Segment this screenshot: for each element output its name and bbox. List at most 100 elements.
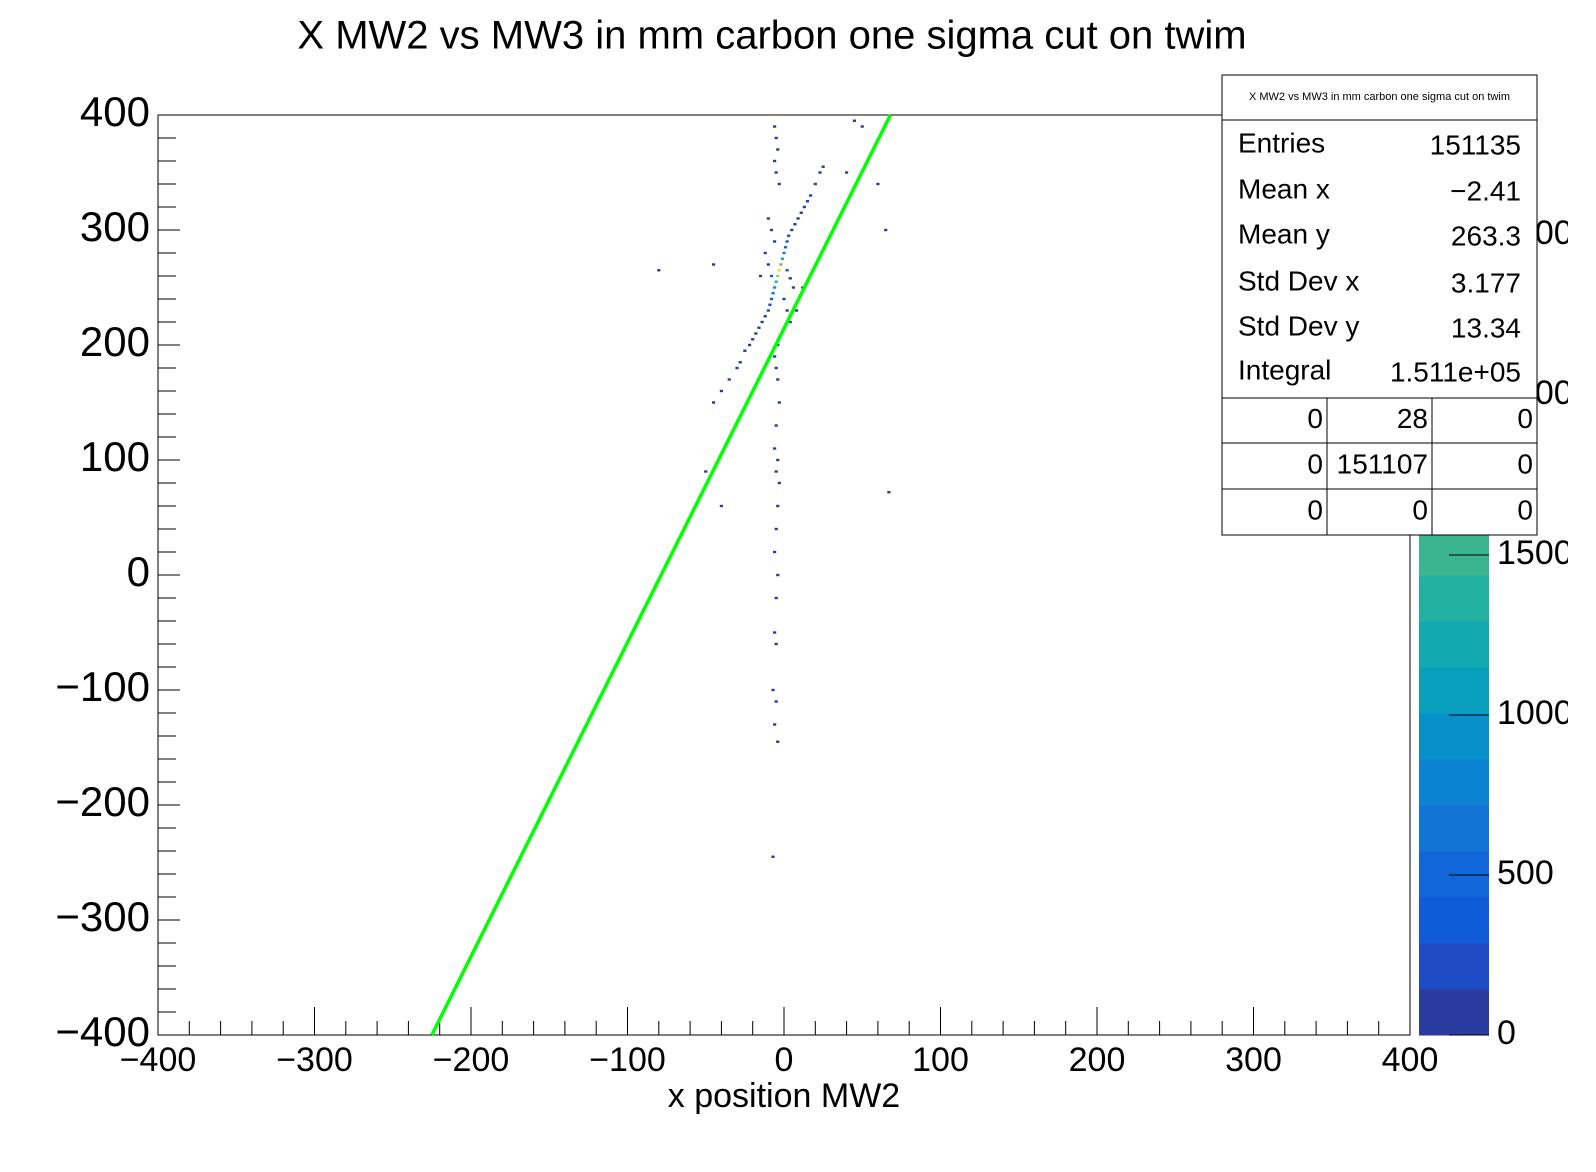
bin-cell xyxy=(779,263,783,266)
bin-cell xyxy=(747,343,752,347)
bin-cell xyxy=(785,240,789,243)
x-axis-label: x position MW2 xyxy=(668,1077,900,1115)
bin-cell xyxy=(773,723,777,726)
stats-grid-cell: 0 xyxy=(1517,448,1533,479)
bin-cell xyxy=(719,389,723,393)
bin-cell xyxy=(777,269,781,272)
chart-title: X MW2 vs MW3 in mm carbon one sigma cut … xyxy=(297,14,1246,58)
bin-cell xyxy=(771,855,775,858)
bin-cell xyxy=(793,223,797,226)
bin-cell xyxy=(776,573,780,577)
bin-cell xyxy=(783,246,788,249)
palette-band xyxy=(1419,759,1489,806)
bin-cell xyxy=(763,251,767,255)
x-tick-label: 100 xyxy=(912,1041,969,1079)
bin-cell xyxy=(711,401,716,404)
bin-cell xyxy=(766,217,770,220)
x-tick-label: −400 xyxy=(120,1041,197,1079)
bin-cell xyxy=(769,297,774,301)
bin-cell xyxy=(773,631,777,634)
bin-cell xyxy=(776,378,780,381)
bin-cell xyxy=(773,159,777,163)
stats-name: Integral xyxy=(1238,354,1331,385)
x-tick-label: 200 xyxy=(1069,1041,1126,1079)
y-tick-label: −100 xyxy=(55,663,150,710)
bin-cell xyxy=(860,125,864,128)
bin-cell xyxy=(719,504,723,508)
bin-cell xyxy=(774,424,778,427)
bin-cell xyxy=(790,228,794,232)
stats-name: Std Dev x xyxy=(1238,265,1359,296)
stats-grid-cell: 0 xyxy=(1307,403,1323,434)
palette-band xyxy=(1419,897,1489,944)
bin-cell xyxy=(711,263,716,266)
stats-value: 3.177 xyxy=(1451,267,1521,298)
bin-cell xyxy=(777,401,781,404)
stats-grid-cell: 151107 xyxy=(1337,448,1428,479)
bin-cell xyxy=(884,228,888,232)
bin-cell xyxy=(774,527,778,531)
bin-cell xyxy=(787,234,791,237)
bin-cell xyxy=(773,550,777,554)
bin-cell xyxy=(743,349,747,352)
palette-band xyxy=(1419,713,1489,760)
bin-cell xyxy=(773,125,777,128)
y-tick-label: 100 xyxy=(80,433,150,480)
stats-value: 1.511e+05 xyxy=(1390,356,1521,387)
stats-box xyxy=(1221,74,1538,536)
palette-band xyxy=(1419,575,1489,622)
bin-cell xyxy=(776,274,780,278)
bin-cell xyxy=(791,286,795,289)
bin-cell xyxy=(782,297,786,301)
bin-cell xyxy=(774,596,778,600)
bin-cell xyxy=(777,182,781,186)
stats-grid-cell: 0 xyxy=(1412,494,1428,525)
y-tick-label: 300 xyxy=(80,203,150,250)
palette-band xyxy=(1419,621,1489,668)
stats-grid-cell: 0 xyxy=(1517,403,1533,434)
bin-cell xyxy=(821,165,825,168)
bin-cell xyxy=(766,263,770,266)
bin-cell xyxy=(751,338,755,341)
bin-cell xyxy=(774,700,778,703)
x-tick-label: 400 xyxy=(1382,1041,1439,1079)
bin-cell xyxy=(774,280,778,283)
x-tick-label: 0 xyxy=(775,1041,794,1079)
bin-cell xyxy=(766,309,770,312)
bin-cell xyxy=(773,447,777,450)
bin-cell xyxy=(805,200,810,203)
bin-cell xyxy=(845,171,849,174)
bin-cell xyxy=(876,182,880,186)
y-tick-label: 400 xyxy=(80,88,150,135)
bin-cell xyxy=(776,458,780,462)
y-tick-label: 0 xyxy=(127,548,150,595)
stats-value: 13.34 xyxy=(1451,312,1521,343)
palette-band xyxy=(1419,805,1489,852)
bin-cell xyxy=(704,470,708,473)
bin-cell xyxy=(768,303,772,306)
bin-cell xyxy=(657,269,661,272)
bin-cell xyxy=(813,182,817,186)
bin-cell xyxy=(738,361,742,364)
bin-cell xyxy=(799,211,803,214)
stats-value: −2.41 xyxy=(1450,175,1521,206)
bin-cell xyxy=(776,343,780,347)
bin-cell xyxy=(758,274,763,278)
palette-tick-label: 0 xyxy=(1497,1014,1516,1052)
bin-cell xyxy=(796,217,800,220)
bin-cell xyxy=(818,171,822,174)
bin-cell xyxy=(769,274,774,278)
bin-cell xyxy=(773,355,777,358)
stats-name: Mean x xyxy=(1238,173,1330,204)
palette-tick-label: 1500 xyxy=(1497,534,1573,572)
bin-cell xyxy=(809,194,813,197)
bin-cell xyxy=(774,366,778,370)
y-tick-label: −200 xyxy=(55,778,150,825)
x-tick-label: −300 xyxy=(276,1041,353,1079)
bin-cell xyxy=(780,257,785,260)
bin-cell xyxy=(782,251,786,255)
bin-cell xyxy=(771,292,775,295)
palette-band xyxy=(1419,851,1489,898)
bin-cell xyxy=(776,148,780,151)
